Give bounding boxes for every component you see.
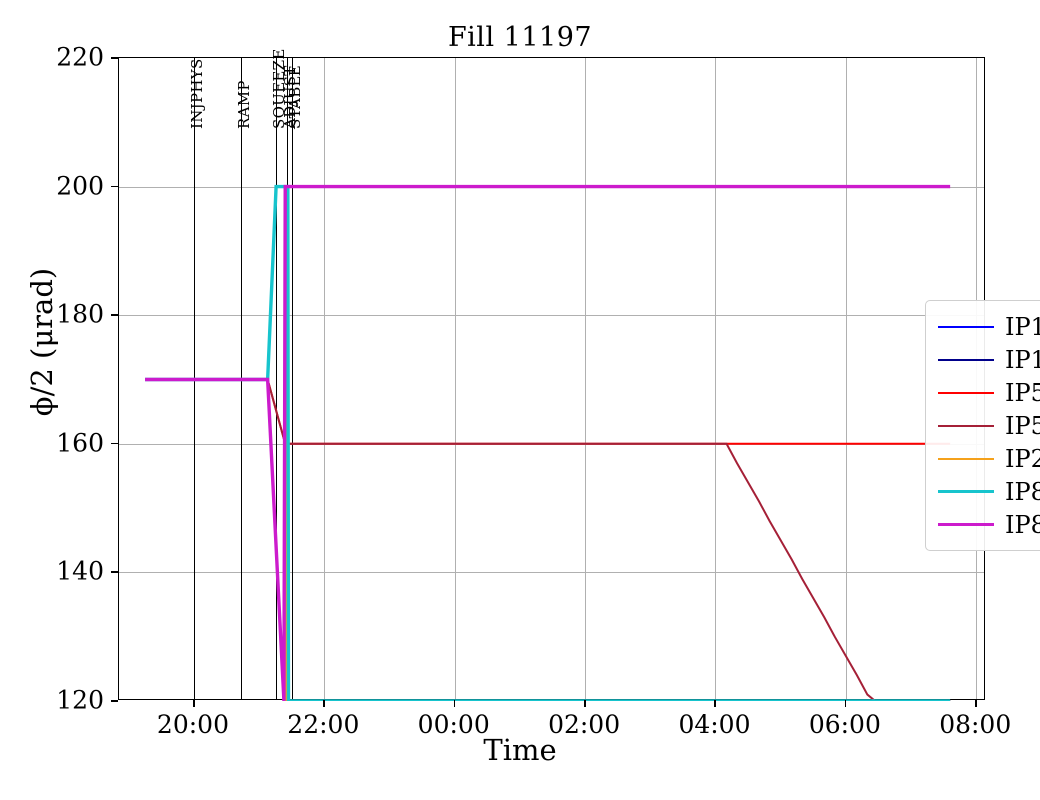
gridline-vertical [715,58,717,699]
legend-swatch-icon [938,325,994,328]
x-tick-label: 00:00 [417,710,490,739]
y-tick-label: 160 [56,428,104,458]
series-line-ip5-v [145,378,951,701]
legend-swatch-icon [938,457,994,460]
y-tick-label: 120 [56,685,104,715]
x-tick-label: 20:00 [156,710,229,739]
legend-label: IP5 V [1005,411,1040,440]
event-label-injphys: INJPHYS [187,58,206,129]
y-tick-mark [111,185,118,188]
x-tick-label: 04:00 [678,710,751,739]
gridline-horizontal [119,572,984,574]
x-tick-mark [192,700,195,707]
legend-label: IP8 H [1005,477,1040,506]
x-tick-label: 22:00 [287,710,360,739]
y-axis-label: ϕ/2 (μrad) [25,267,59,417]
legend-item-ip5-h[interactable]: IP5 H [934,376,1040,409]
y-tick-label: 220 [56,42,104,72]
event-label-ramp: RAMP [234,80,253,129]
y-tick-mark [111,314,118,316]
x-tick-label: 08:00 [939,710,1012,739]
x-tick-label: 02:00 [548,710,621,739]
series-lines [145,184,951,701]
legend-item-ip8-v[interactable]: IP8 V [934,508,1040,541]
page-title: Fill 11197 [447,22,593,53]
x-tick-mark [323,700,325,707]
series-line-ip8-v [145,184,951,701]
legend-swatch-icon [938,391,994,394]
event-line-stable [291,58,294,699]
y-tick-mark [111,442,118,445]
y-tick-mark [111,700,118,702]
legend-swatch-icon [938,358,994,361]
y-tick-mark [111,57,118,59]
gridline-horizontal [119,315,984,317]
legend-item-ip5-v[interactable]: IP5 V [934,409,1040,442]
plot-area: IP1 V IP1 H IP5 H IP5 V IP2 IP8 H IP8 V [118,57,1040,701]
legend-label: IP1 V [1005,312,1040,341]
x-tick-mark [453,700,456,707]
x-axis-label: Time [483,733,557,767]
legend-swatch-icon [938,523,994,526]
gridline-vertical [845,58,847,699]
event-label-stable: STABLE [285,64,304,129]
legend: IP1 V IP1 H IP5 H IP5 V IP2 IP8 H IP8 V [925,300,1040,551]
legend-item-ip1-v[interactable]: IP1 V [934,310,1040,343]
legend-item-ip8-h[interactable]: IP8 H [934,475,1040,508]
x-tick-mark [584,700,586,707]
gridline-vertical [585,58,587,699]
legend-swatch-icon [938,424,994,427]
legend-item-ip2[interactable]: IP2 [934,442,1040,475]
x-tick-mark [714,700,717,707]
y-tick-label: 140 [56,556,104,586]
x-tick-mark [844,700,847,707]
x-tick-mark [975,700,977,707]
gridline-vertical [454,58,456,699]
y-tick-mark [111,571,118,573]
event-line-squeeze [276,58,278,699]
legend-swatch-icon [938,490,994,493]
legend-label: IP5 H [1005,378,1040,407]
x-tick-label: 06:00 [808,710,881,739]
legend-label: IP1 H [1005,345,1040,374]
legend-label: IP2 [1005,444,1040,473]
gridline-vertical [324,58,326,699]
y-tick-label: 180 [56,299,104,329]
legend-item-ip1-h[interactable]: IP1 H [934,343,1040,376]
legend-label: IP8 V [1005,510,1040,539]
y-tick-label: 200 [56,171,104,201]
